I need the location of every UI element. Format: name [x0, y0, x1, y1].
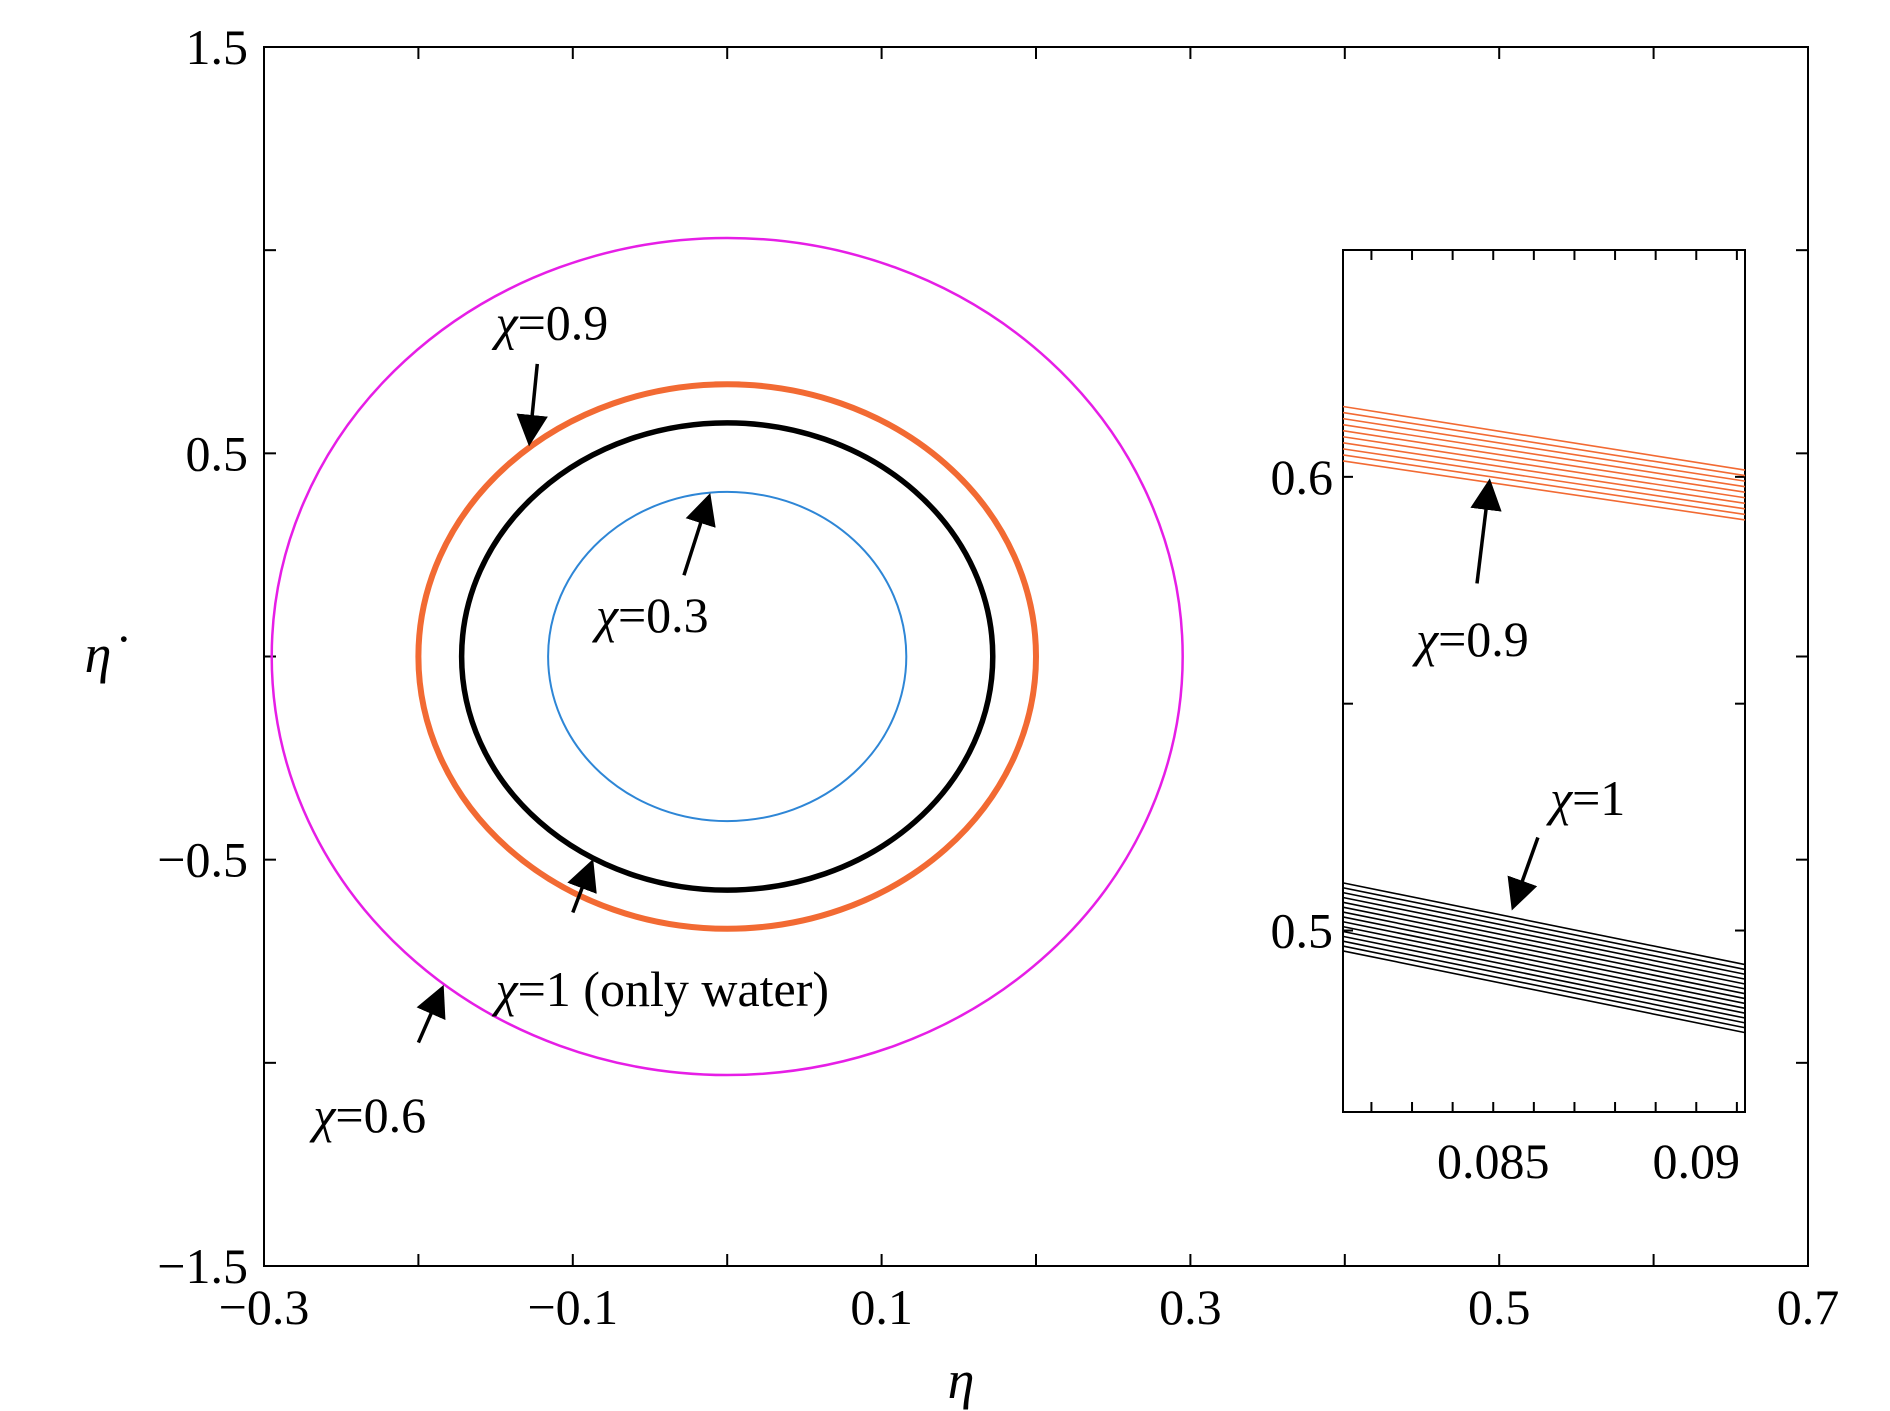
inset-line-0-2	[1342, 448, 1746, 510]
inset-line-1-13	[1342, 886, 1746, 971]
inset-band-1	[1342, 882, 1746, 1034]
inset-line-1-1	[1342, 945, 1746, 1029]
main-plot: −0.3 −0.1 0.1 0.3 0.5 0.7 −1.5 −0.5 0.5 1.5 η η̇ χ=0…	[85, 19, 1840, 1410]
inset-line-1-12	[1342, 891, 1746, 976]
x-tick-label: −0.1	[527, 1279, 618, 1335]
main-annotation-0-arrow	[516, 363, 548, 447]
trajectory-0-6	[270, 236, 1184, 1077]
main-annotation-1-label: χ=0.3	[592, 587, 709, 643]
inset-line-1-2	[1342, 940, 1746, 1024]
inset-line-1-0	[1342, 950, 1746, 1034]
x-tick-label: 0.7	[1777, 1279, 1840, 1335]
inset-x-tick-label: 0.085	[1437, 1133, 1550, 1189]
inset-line-1-4	[1342, 930, 1746, 1014]
trajectory-0-3	[547, 490, 908, 823]
x-tick-label: 0.3	[1159, 1279, 1222, 1335]
main-annotation-2-label: χ=1 (only water)	[492, 961, 829, 1017]
main-annotation-0-label: χ=0.9	[492, 295, 609, 351]
inset-line-0-5	[1342, 429, 1746, 494]
inset-line-0-0	[1342, 460, 1746, 521]
inset-annotation-1-arrow	[1507, 836, 1540, 911]
inset-line-0-6	[1342, 423, 1746, 488]
x-tick-label: −0.3	[219, 1279, 310, 1335]
y-axis-title: η̇	[85, 624, 128, 684]
x-axis-title: η	[948, 1350, 975, 1410]
inset-y-tick-label: 0.5	[1271, 903, 1334, 959]
inset-plot: 0.085 0.09 0.5 0.6 χ=0.9 χ=1	[1271, 249, 1746, 1189]
inset-band-0	[1342, 405, 1746, 521]
inset-line-1-9	[1342, 906, 1746, 990]
inset-line-1-6	[1342, 920, 1746, 1005]
inset-annotation-1-label: χ=1	[1546, 770, 1625, 826]
y-tick-label: −1.5	[157, 1238, 248, 1294]
inset-line-1-7	[1342, 916, 1746, 1000]
y-tick-label: 0.5	[186, 425, 249, 481]
inset-x-tick-label: 0.09	[1653, 1133, 1741, 1189]
main-annotation-2-arrow	[567, 858, 597, 914]
x-tick-label: 0.5	[1468, 1279, 1531, 1335]
inset-line-1-10	[1342, 901, 1746, 985]
main-annotation-1-arrow	[682, 493, 716, 576]
x-tick-label: 0.1	[850, 1279, 913, 1335]
trajectory-0-9	[415, 381, 1039, 932]
inset-line-0-1	[1342, 454, 1746, 516]
inset-line-0-3	[1342, 442, 1746, 505]
inset-line-1-3	[1342, 935, 1746, 1019]
inset-frame	[1342, 249, 1746, 1113]
trajectory-1	[458, 420, 996, 893]
inset-line-1-8	[1342, 911, 1746, 995]
y-tick-label: −0.5	[157, 832, 248, 888]
inset-line-1-5	[1342, 925, 1746, 1010]
inset-line-0-7	[1342, 417, 1746, 482]
inset-line-1-14	[1342, 882, 1746, 966]
main-annotation-3-arrow	[416, 984, 446, 1044]
inset-line-0-4	[1342, 435, 1746, 499]
inset-line-1-11	[1342, 896, 1746, 980]
inset-annotation-0-label: χ=0.9	[1412, 611, 1529, 667]
main-annotation-3-label: χ=0.6	[309, 1087, 426, 1143]
inset-line-0-8	[1342, 411, 1746, 477]
inset-annotation-0-arrow	[1470, 478, 1502, 584]
inset-y-tick-label: 0.6	[1271, 449, 1334, 505]
y-tick-label: 1.5	[186, 19, 249, 75]
inset-line-0-9	[1342, 405, 1746, 471]
